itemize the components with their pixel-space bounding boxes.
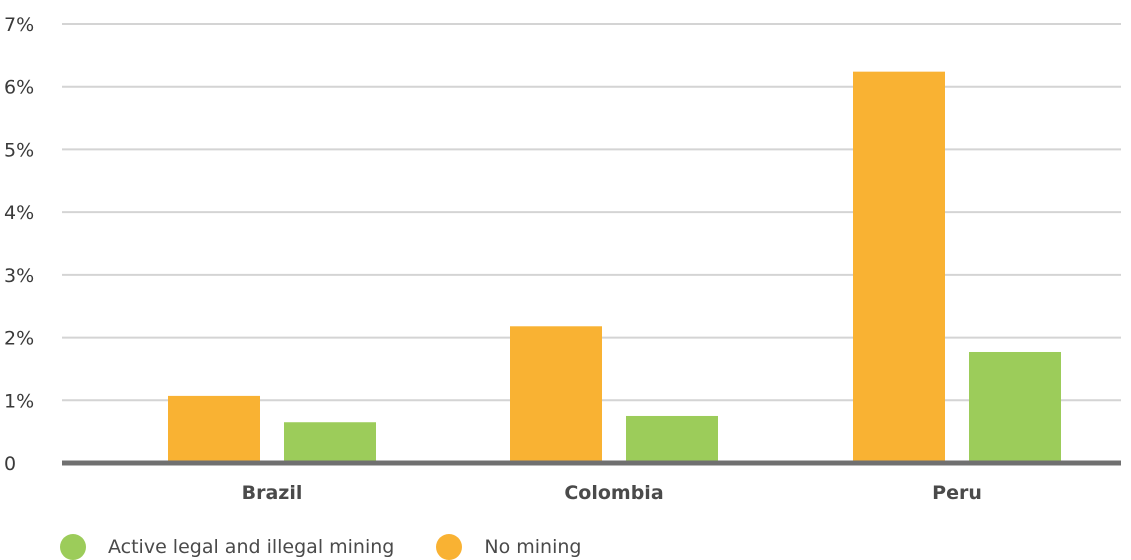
bar-peru-mining <box>969 351 1061 463</box>
legend-swatch-no-mining <box>436 534 463 560</box>
y-tick-label: 1% <box>4 390 34 412</box>
legend-swatch-mining <box>60 534 86 560</box>
legend-item-no-mining: No mining <box>436 534 581 560</box>
bar-brazil-mining <box>284 422 376 463</box>
legend: Active legal and illegal mining No minin… <box>60 534 623 560</box>
y-tick-label: 2% <box>4 328 34 350</box>
legend-label-no-mining: No mining <box>484 536 582 558</box>
bar-chart: 0 1% 2% 3% 4% 5% 6% 7% Brazil Colombia Peru <box>4 14 1121 504</box>
y-tick-label: 5% <box>4 139 34 161</box>
legend-label-mining: Active legal and illegal mining <box>108 536 395 558</box>
bar-peru-no-mining <box>853 71 945 464</box>
y-tick-label: 6% <box>4 77 34 99</box>
y-tick-label: 3% <box>4 265 34 287</box>
y-tick-label: 0 <box>4 453 16 475</box>
bar-brazil-no-mining <box>168 395 260 463</box>
x-tick-label: Colombia <box>564 482 663 504</box>
x-tick-label: Peru <box>932 482 982 504</box>
y-tick-label: 7% <box>4 14 34 36</box>
y-tick-label: 4% <box>4 202 34 224</box>
bar-colombia-no-mining <box>510 326 602 463</box>
x-tick-label: Brazil <box>242 482 303 504</box>
bar-colombia-mining <box>626 415 718 463</box>
legend-item-mining: Active legal and illegal mining <box>60 534 394 560</box>
